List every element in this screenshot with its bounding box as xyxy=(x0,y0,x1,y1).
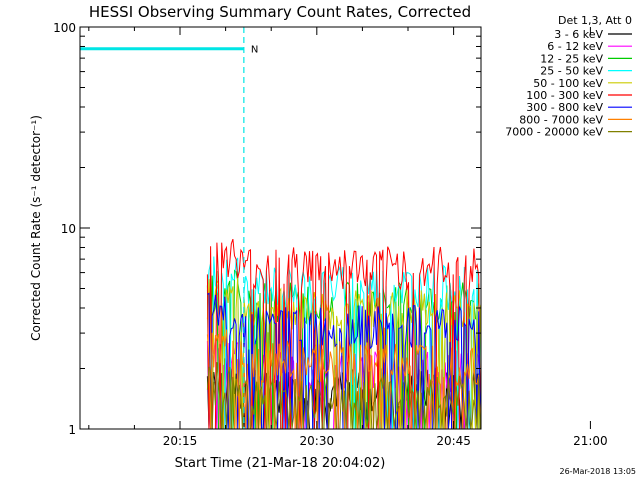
interval-label: N xyxy=(251,45,258,56)
legend-label: 25 - 50 keV xyxy=(540,65,603,78)
series-line xyxy=(206,358,481,429)
interval-label: S xyxy=(636,36,640,47)
legend-label: 100 - 300 keV xyxy=(526,89,603,102)
x-tick-label: 20:45 xyxy=(436,434,471,448)
series-line xyxy=(206,329,481,429)
series-line xyxy=(206,362,481,429)
y-tick-label: 100 xyxy=(53,21,76,35)
legend-label: 300 - 800 keV xyxy=(526,101,603,114)
x-tick-label: 20:30 xyxy=(300,434,335,448)
x-tick-label: 20:15 xyxy=(163,434,198,448)
legend-label: 6 - 12 keV xyxy=(547,40,603,53)
y-tick-label: 10 xyxy=(61,222,76,236)
legend-label: 7000 - 20000 keV xyxy=(505,126,603,139)
footer-timestamp: 26-Mar-2018 13:05 xyxy=(560,467,637,476)
legend-title: Det 1,3, Att 0 xyxy=(558,14,632,27)
legend-label: 50 - 100 keV xyxy=(533,77,603,90)
chart-title: HESSI Observing Summary Count Rates, Cor… xyxy=(89,3,471,21)
series-line xyxy=(206,337,481,429)
x-axis-label: Start Time (21-Mar-18 20:04:02) xyxy=(175,456,386,471)
series-line xyxy=(206,238,481,429)
data-layer xyxy=(206,238,481,429)
y-tick-label: 1 xyxy=(68,423,76,437)
legend-label: 12 - 25 keV xyxy=(540,52,603,65)
series-line xyxy=(206,276,481,429)
markers-layer: NS xyxy=(80,27,640,429)
legend-label: 800 - 7000 keV xyxy=(519,113,603,126)
x-tick-label: 21:00 xyxy=(573,434,608,448)
series-line xyxy=(207,292,481,429)
y-axis-label: Corrected Count Rate (s⁻¹ detector⁻¹) xyxy=(29,115,43,341)
legend-label: 3 - 6 keV xyxy=(554,28,603,41)
